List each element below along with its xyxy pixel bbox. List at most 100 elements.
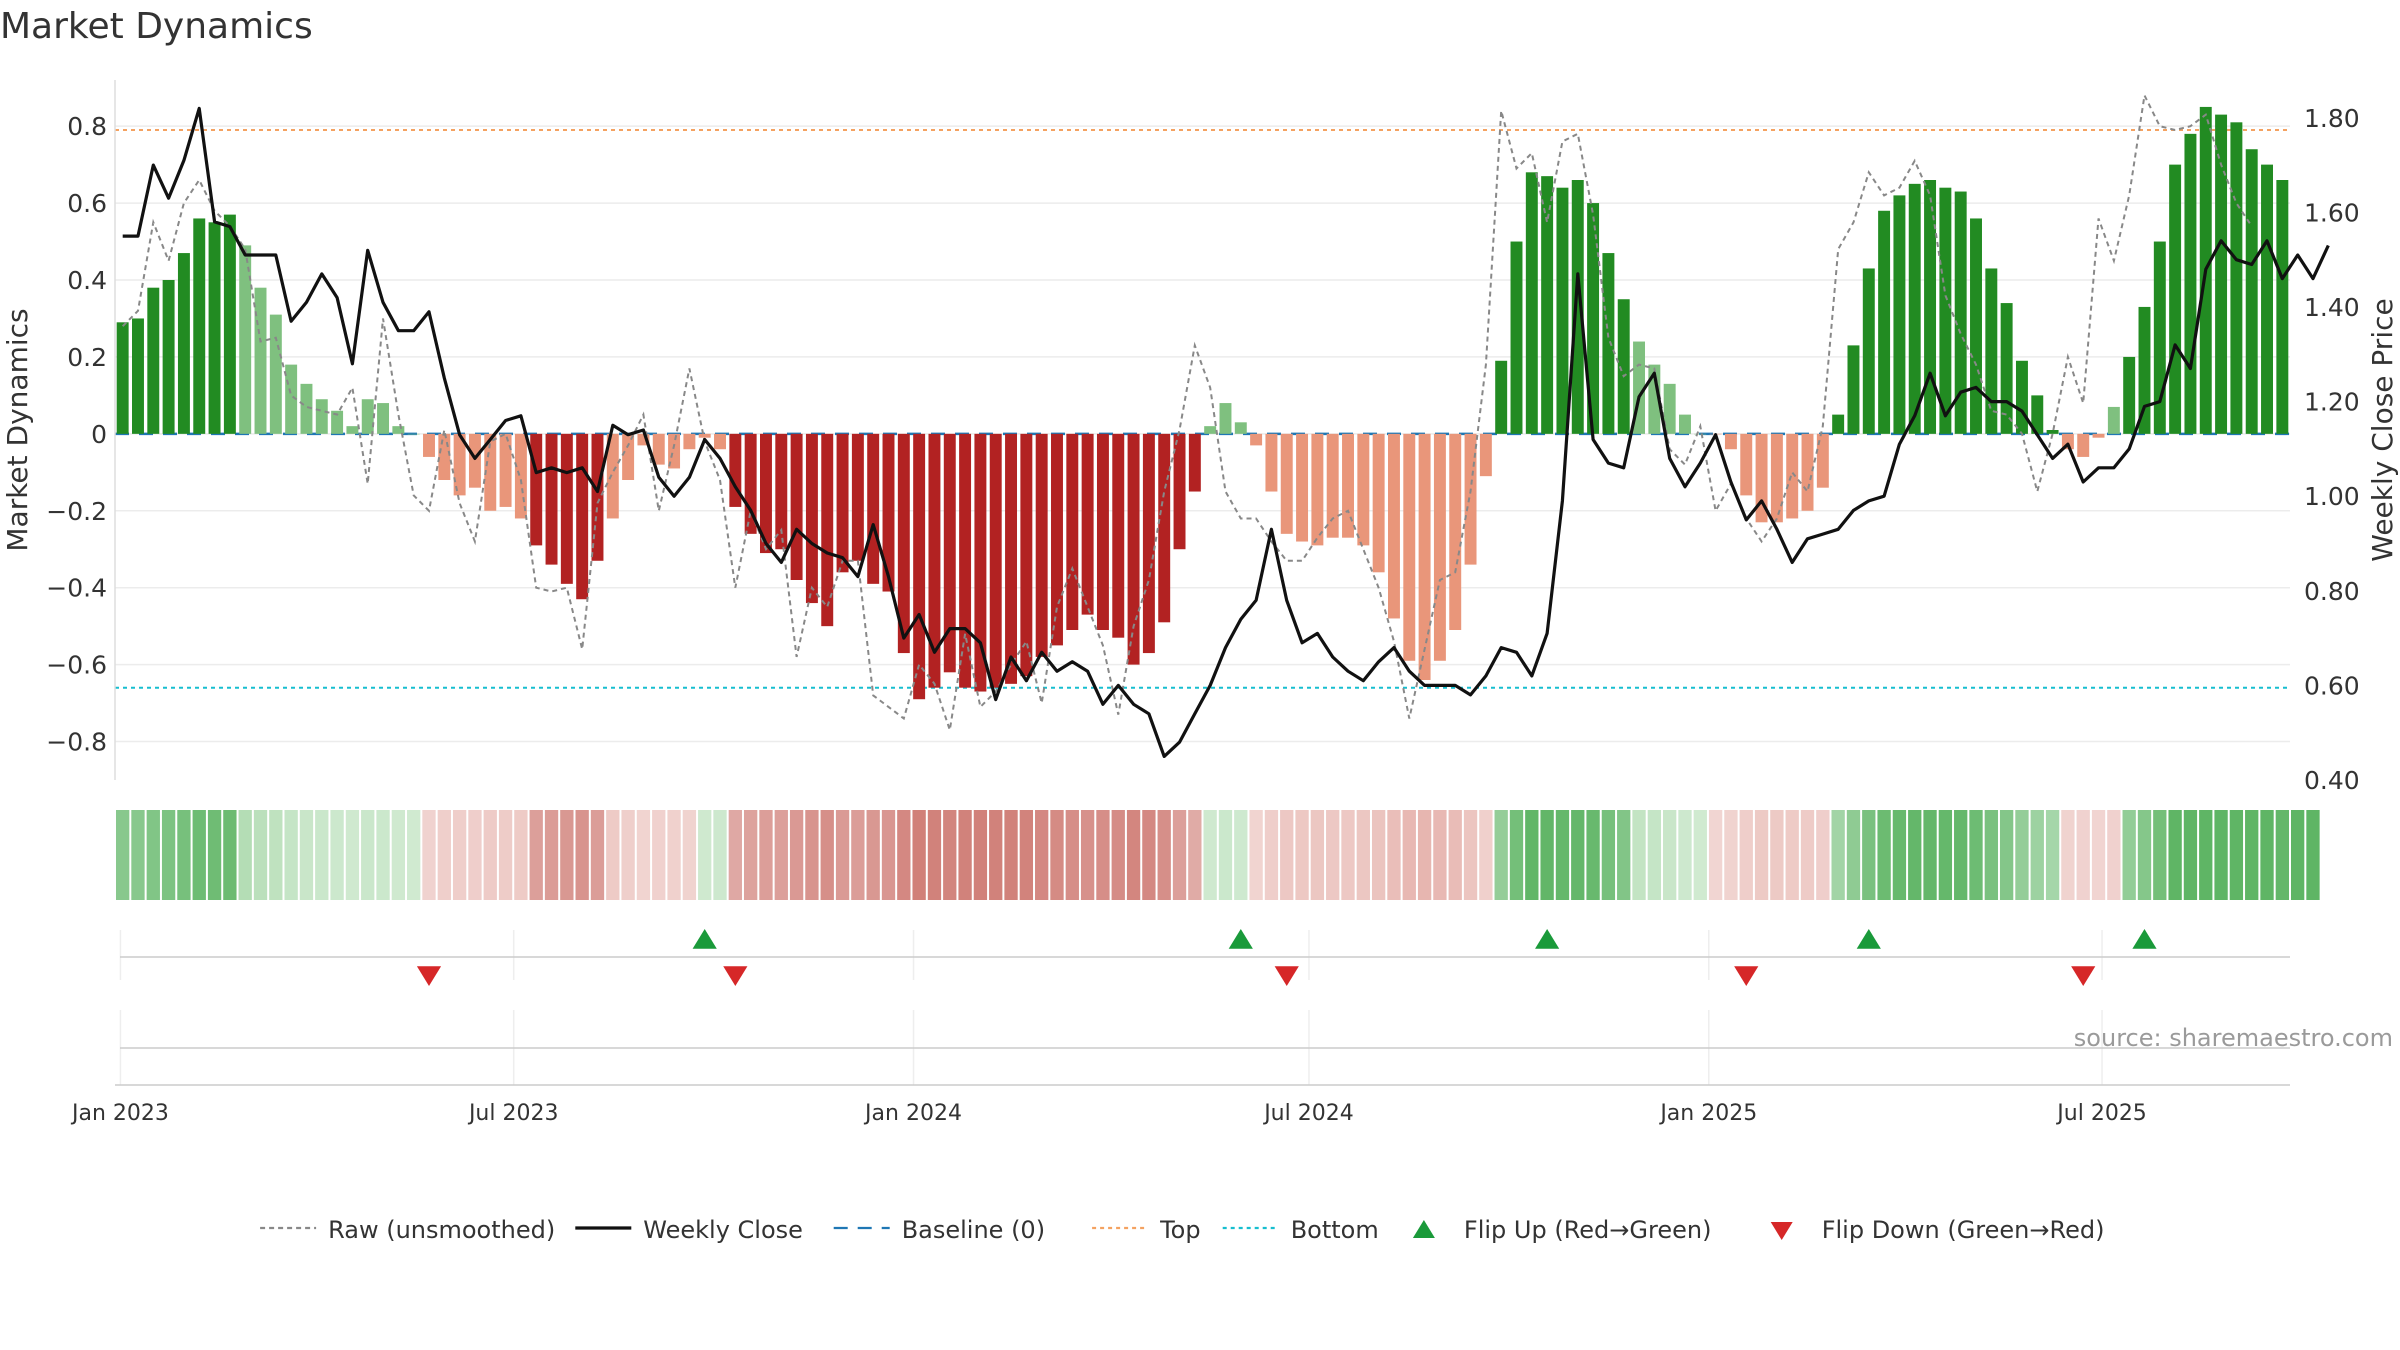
momentum-bar <box>576 433 589 600</box>
momentum-bar <box>1617 299 1630 434</box>
momentum-bar <box>1020 433 1033 677</box>
momentum-bar <box>775 433 788 550</box>
momentum-bar <box>1096 433 1109 630</box>
legend-item: Flip Down (Green→Red) <box>1770 1216 2104 1244</box>
flip-up-marker <box>1856 929 1881 949</box>
y-tick-label-left: −0.6 <box>46 651 107 680</box>
momentum-bar <box>2230 122 2243 434</box>
y-tick-label-left: 0.2 <box>67 343 107 372</box>
momentum-bar <box>1280 433 1293 534</box>
state-ribbon-cell <box>1969 810 1983 900</box>
state-ribbon-cell <box>1448 810 1462 900</box>
state-ribbon-cell <box>1617 810 1631 900</box>
state-ribbon-cell <box>299 810 314 900</box>
source-note: source: sharemaestro.com <box>2074 1024 2393 1052</box>
state-ribbon-cell <box>1954 810 1968 900</box>
momentum-bar <box>1265 433 1278 492</box>
state-ribbon-cell <box>345 810 360 900</box>
state-ribbon-cell <box>1555 810 1570 900</box>
state-ribbon-cell <box>943 810 957 900</box>
state-ribbon-cell <box>1463 810 1478 900</box>
y-tick-label-left: −0.4 <box>46 574 107 603</box>
legend-item: Raw (unsmoothed) <box>260 1216 555 1244</box>
state-ribbon-cell <box>667 810 681 900</box>
state-ribbon-cell <box>1586 810 1600 900</box>
state-ribbon-cell <box>1096 810 1110 900</box>
momentum-bar <box>1449 433 1462 630</box>
state-ribbon-cell <box>866 810 880 900</box>
state-ribbon-cell <box>835 810 850 900</box>
x-tick-label: Jul 2025 <box>2055 1101 2147 1126</box>
momentum-bar <box>1862 268 1875 434</box>
momentum-bar <box>377 403 390 434</box>
momentum-bar <box>2092 433 2105 438</box>
state-ribbon-cell <box>805 810 819 900</box>
legend-label: Raw (unsmoothed) <box>328 1216 555 1244</box>
y-tick-label-right: 0.40 <box>2304 766 2360 795</box>
state-ribbon-cell <box>1218 810 1233 900</box>
state-ribbon-cell <box>1785 810 1799 900</box>
state-ribbon-cell <box>1264 810 1279 900</box>
momentum-bar <box>913 433 926 700</box>
momentum-bar <box>1387 433 1400 619</box>
momentum-bar <box>438 433 451 480</box>
state-ribbon-cell <box>1111 810 1125 900</box>
momentum-bar <box>790 433 803 580</box>
momentum-bar <box>132 318 144 434</box>
momentum-bar <box>2261 164 2273 434</box>
state-ribbon-cell <box>1126 810 1141 900</box>
legend-item: Baseline (0) <box>833 1216 1045 1244</box>
momentum-bar <box>453 433 466 496</box>
state-ribbon-cell <box>743 810 758 900</box>
state-ribbon-cell <box>253 810 268 900</box>
line-series <box>121 92 2330 759</box>
momentum-bar <box>959 433 972 688</box>
legend-swatch <box>1770 1222 1793 1240</box>
momentum-bar <box>193 218 206 434</box>
y-axis-label-right: Weekly Close Price <box>2366 298 2399 561</box>
state-ribbon-cell <box>1724 810 1738 900</box>
state-ribbon-cell <box>1540 810 1554 900</box>
legend-label: Bottom <box>1291 1216 1379 1244</box>
state-ribbon-cell <box>2229 810 2244 900</box>
state-ribbon-cell <box>161 810 176 900</box>
y-tick-label-left: 0.6 <box>67 189 107 218</box>
momentum-bar <box>2169 164 2182 434</box>
legend-swatch <box>1412 1220 1435 1238</box>
state-ribbon-cell <box>652 810 666 900</box>
momentum-bar <box>1219 403 1232 434</box>
momentum-bar <box>1770 433 1783 523</box>
state-ribbon-cell <box>269 810 283 900</box>
momentum-bar <box>2153 241 2166 434</box>
state-ribbon-cell <box>422 810 436 900</box>
state-ribbon-cell <box>468 810 482 900</box>
momentum-bar <box>116 322 129 434</box>
state-ribbon-cell <box>958 810 972 900</box>
flip-down-marker <box>2071 966 2096 986</box>
momentum-bar <box>805 433 818 604</box>
momentum-bar <box>1081 433 1094 615</box>
state-ribbon-cell <box>1387 810 1401 900</box>
momentum-bar <box>1311 433 1324 546</box>
momentum-bar <box>668 433 681 469</box>
momentum-bar <box>514 433 527 519</box>
momentum-bars <box>116 106 2289 700</box>
y-tick-label-right: 1.20 <box>2304 388 2360 417</box>
momentum-bar <box>545 433 558 565</box>
state-ribbon-cell <box>1938 810 1953 900</box>
momentum-bar <box>1954 191 1967 434</box>
state-ribbon-cell <box>1402 810 1416 900</box>
momentum-bar <box>851 433 864 561</box>
momentum-bar <box>1663 383 1676 434</box>
state-ribbon-cell <box>1862 810 1876 900</box>
momentum-bar <box>2000 303 2013 434</box>
state-ribbon-cell <box>2168 810 2182 900</box>
momentum-bar <box>637 433 650 446</box>
momentum-bar <box>1740 433 1753 496</box>
legend: Raw (unsmoothed) Weekly Close Baseline (0)… <box>260 1216 2104 1244</box>
momentum-bar <box>1127 433 1140 665</box>
state-ribbon-cell <box>1065 810 1079 900</box>
legend-item: Flip Up (Red→Green) <box>1412 1216 1711 1244</box>
state-ribbon-cell <box>927 810 942 900</box>
